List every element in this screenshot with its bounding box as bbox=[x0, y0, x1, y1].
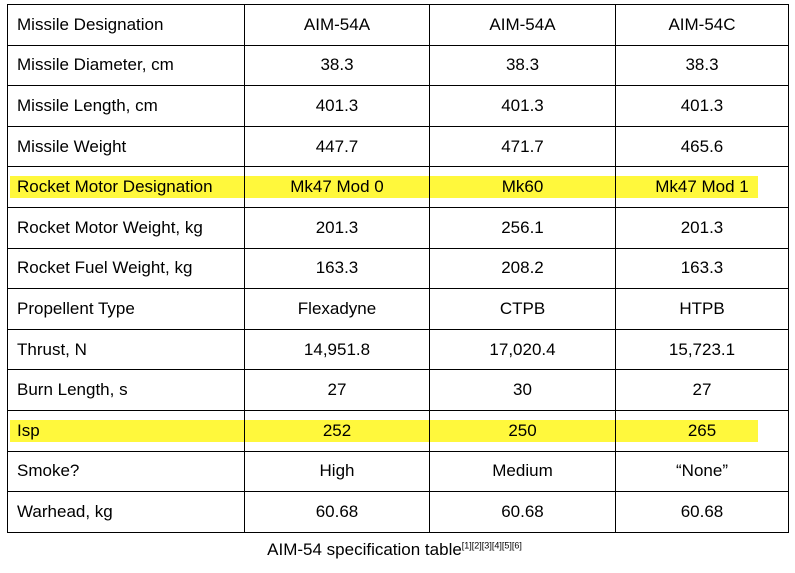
row-value: Mk47 Mod 0 bbox=[290, 177, 384, 197]
header-cell-col-1: AIM-54A bbox=[244, 4, 430, 46]
row-value: 38.3 bbox=[244, 44, 430, 87]
highlight-band bbox=[616, 419, 758, 442]
row-label: Burn Length, s bbox=[7, 369, 245, 411]
table-row: Warhead, kg 60.68 60.68 60.68 bbox=[7, 491, 789, 533]
highlight-band bbox=[616, 176, 758, 198]
caption-wrapper: AIM-54 specification table[1][2][3][4][5… bbox=[267, 540, 522, 560]
table-body: Missile Designation AIM-54A AIM-54A AIM-… bbox=[7, 4, 789, 533]
row-value: 447.7 bbox=[244, 125, 430, 168]
row-value: 60.68 bbox=[244, 491, 430, 533]
row-value: 14,951.8 bbox=[244, 328, 430, 371]
row-value: 208.2 bbox=[429, 247, 616, 290]
row-value: 60.68 bbox=[615, 491, 789, 533]
row-value: 163.3 bbox=[615, 247, 789, 290]
row-value: 27 bbox=[244, 369, 430, 411]
table-row: Propellent Type Flexadyne CTPB HTPB bbox=[7, 288, 789, 330]
row-value: 38.3 bbox=[615, 44, 789, 87]
row-value: 30 bbox=[429, 369, 616, 411]
row-value-cell: 252 bbox=[244, 409, 430, 452]
highlight-band bbox=[430, 176, 615, 198]
row-value: 163.3 bbox=[244, 247, 430, 290]
highlight-band bbox=[10, 419, 244, 442]
row-value: 465.6 bbox=[615, 125, 789, 168]
header-cell-col-2: AIM-54A bbox=[429, 4, 616, 46]
row-value: 201.3 bbox=[615, 206, 789, 249]
row-value: CTPB bbox=[429, 288, 616, 330]
row-label: Warhead, kg bbox=[7, 491, 245, 533]
table-row-highlighted: Rocket Motor Designation Mk47 Mod 0 Mk60… bbox=[7, 166, 789, 208]
row-label: Rocket Motor Designation bbox=[17, 177, 213, 197]
highlight-band bbox=[430, 419, 615, 442]
table-row: Burn Length, s 27 30 27 bbox=[7, 369, 789, 411]
row-value: 252 bbox=[322, 420, 352, 440]
row-value: Mk47 Mod 1 bbox=[655, 177, 749, 197]
row-value: 27 bbox=[615, 369, 789, 411]
row-label: Missile Length, cm bbox=[7, 85, 245, 127]
table-caption: AIM-54 specification table[1][2][3][4][5… bbox=[0, 540, 795, 560]
caption-references[interactable]: [1][2][3][4][5][6] bbox=[461, 540, 522, 551]
row-label: Propellent Type bbox=[7, 288, 245, 330]
row-label-cell: Isp bbox=[7, 409, 245, 452]
table-row: Thrust, N 14,951.8 17,020.4 15,723.1 bbox=[7, 328, 789, 371]
row-label: Thrust, N bbox=[7, 328, 245, 371]
row-value-cell: 265 bbox=[615, 409, 789, 452]
row-value: 60.68 bbox=[429, 491, 616, 533]
row-value-cell: 250 bbox=[429, 409, 616, 452]
highlight-band bbox=[245, 419, 429, 442]
row-value: 17,020.4 bbox=[429, 328, 616, 371]
row-label: Rocket Fuel Weight, kg bbox=[7, 247, 245, 290]
row-value: HTPB bbox=[615, 288, 789, 330]
row-value: 471.7 bbox=[429, 125, 616, 168]
row-value: 250 bbox=[508, 420, 537, 440]
highlight-band bbox=[10, 176, 244, 198]
header-cell-label: Missile Designation bbox=[7, 4, 245, 46]
row-label: Smoke? bbox=[7, 450, 245, 493]
table-row: Rocket Fuel Weight, kg 163.3 208.2 163.3 bbox=[7, 247, 789, 290]
row-value: 401.3 bbox=[429, 85, 616, 127]
row-value-cell: Mk47 Mod 1 bbox=[615, 166, 789, 208]
row-value: 201.3 bbox=[244, 206, 430, 249]
header-cell-col-3: AIM-54C bbox=[615, 4, 789, 46]
row-label: Isp bbox=[17, 420, 40, 440]
table-header-row: Missile Designation AIM-54A AIM-54A AIM-… bbox=[7, 4, 789, 46]
row-value: 401.3 bbox=[615, 85, 789, 127]
caption-text: AIM-54 specification table bbox=[267, 540, 462, 559]
table-row: Missile Diameter, cm 38.3 38.3 38.3 bbox=[7, 44, 789, 87]
specification-table: Missile Designation AIM-54A AIM-54A AIM-… bbox=[7, 4, 789, 533]
row-label-cell: Rocket Motor Designation bbox=[7, 166, 245, 208]
row-value: 38.3 bbox=[429, 44, 616, 87]
row-label: Rocket Motor Weight, kg bbox=[7, 206, 245, 249]
row-value: “None” bbox=[615, 450, 789, 493]
row-value: 256.1 bbox=[429, 206, 616, 249]
row-label: Missile Weight bbox=[7, 125, 245, 168]
row-label: Missile Diameter, cm bbox=[7, 44, 245, 87]
table-row: Smoke? High Medium “None” bbox=[7, 450, 789, 493]
row-value: Mk60 bbox=[501, 177, 544, 197]
table-row-highlighted: Isp 252 250 265 bbox=[7, 409, 789, 452]
row-value: Medium bbox=[429, 450, 616, 493]
row-value: 401.3 bbox=[244, 85, 430, 127]
row-value: 265 bbox=[687, 420, 717, 440]
table-row: Missile Weight 447.7 471.7 465.6 bbox=[7, 125, 789, 168]
row-value: 15,723.1 bbox=[615, 328, 789, 371]
table-row: Rocket Motor Weight, kg 201.3 256.1 201.… bbox=[7, 206, 789, 249]
row-value: Flexadyne bbox=[244, 288, 430, 330]
highlight-band bbox=[245, 176, 429, 198]
row-value: High bbox=[244, 450, 430, 493]
row-value-cell: Mk60 bbox=[429, 166, 616, 208]
table-row: Missile Length, cm 401.3 401.3 401.3 bbox=[7, 85, 789, 127]
row-value-cell: Mk47 Mod 0 bbox=[244, 166, 430, 208]
